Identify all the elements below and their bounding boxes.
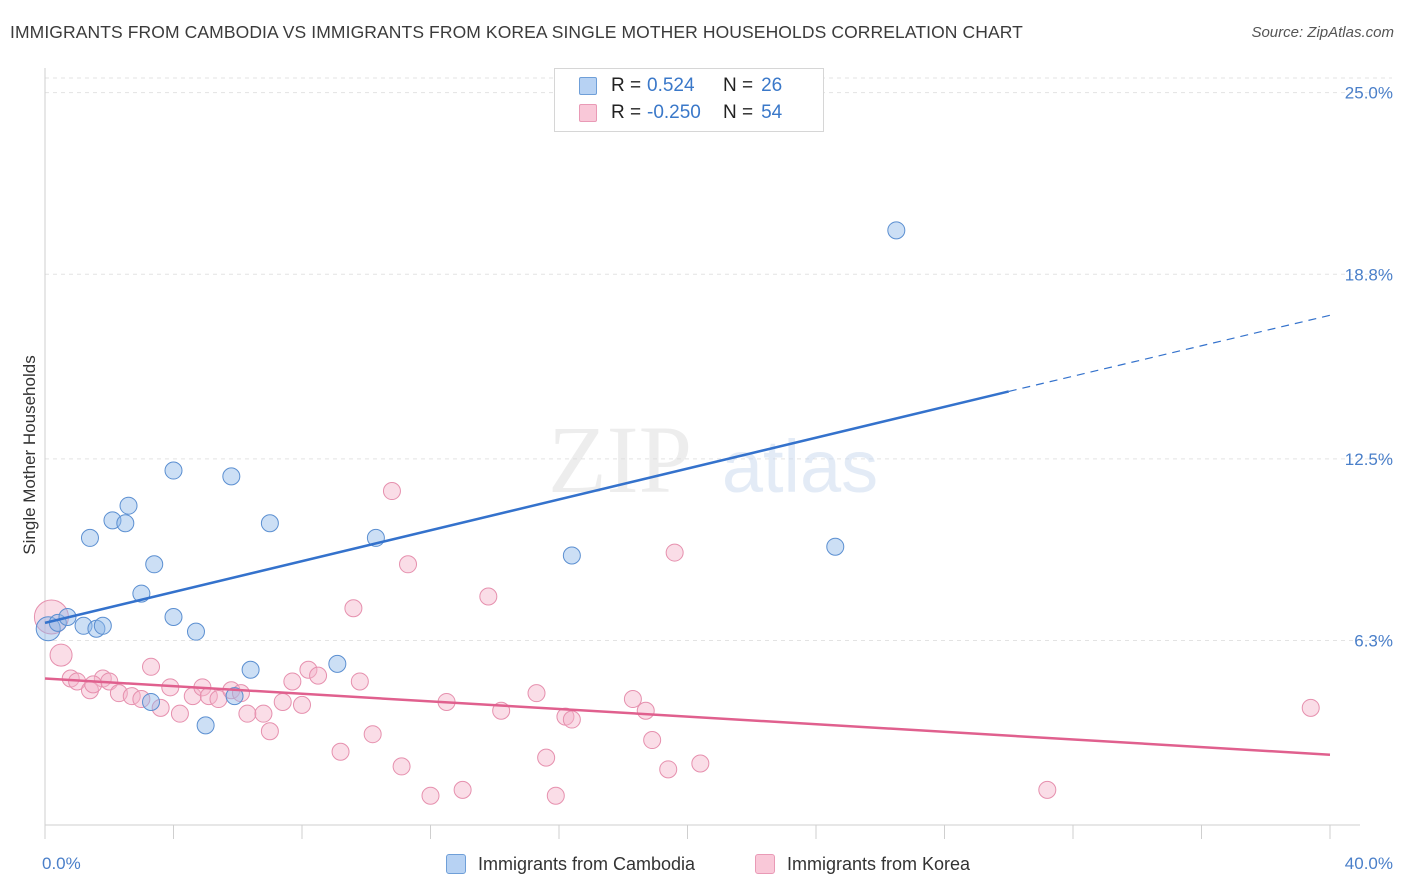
- r-label: R =: [611, 102, 642, 123]
- cambodia-point: [80, 528, 99, 547]
- cambodia-point: [145, 555, 164, 574]
- r-value-korea: -0.250: [647, 102, 701, 123]
- korea-point: [293, 695, 311, 714]
- korea-point: [84, 675, 103, 694]
- y-tick-label: 25.0%: [1345, 84, 1393, 103]
- korea-point: [527, 684, 546, 703]
- korea-point: [151, 698, 170, 717]
- y-tick-label: 6.3%: [1354, 631, 1393, 650]
- cambodia-swatch: [579, 77, 597, 95]
- korea-point: [350, 672, 369, 691]
- grid-layer: [45, 77, 1392, 641]
- korea-point: [142, 657, 161, 676]
- legend-item-korea[interactable]: Immigrants from Korea: [755, 852, 970, 876]
- korea-point: [623, 690, 642, 709]
- korea-point: [421, 786, 440, 805]
- korea-point: [659, 760, 678, 779]
- tick-label-layer: 6.3% 12.5% 18.8% 25.0% 0.0% 40.0% Single Mothe…: [20, 84, 1393, 873]
- korea-point: [453, 780, 472, 799]
- korea-point: [643, 731, 662, 750]
- cambodia-point: [35, 616, 61, 642]
- korea-point: [309, 666, 328, 685]
- korea-swatch: [579, 104, 597, 122]
- korea-point: [636, 701, 655, 720]
- korea-point: [537, 748, 556, 767]
- legend-row-cambodia: R = 0.524 N = 26: [579, 73, 782, 99]
- cambodia-legend-label: Immigrants from Cambodia: [478, 853, 696, 874]
- korea-point: [331, 742, 350, 761]
- trend-layer: [44, 314, 1331, 756]
- korea-point: [49, 643, 73, 667]
- r-value-cambodia: 0.524: [647, 75, 695, 96]
- korea-point: [546, 786, 565, 805]
- x-tick-label: 40.0%: [1345, 854, 1393, 873]
- watermark-atlas: atlas: [722, 425, 878, 508]
- cambodia-point: [119, 496, 138, 515]
- korea-trend-line: [44, 677, 1331, 756]
- korea-legend-swatch: [755, 854, 775, 874]
- legend-item-cambodia[interactable]: Immigrants from Cambodia: [446, 852, 695, 876]
- korea-point: [399, 555, 418, 574]
- n-label: N =: [723, 75, 754, 96]
- cambodia-point: [164, 461, 183, 480]
- korea-point: [283, 672, 302, 691]
- cambodia-point: [142, 692, 161, 711]
- n-value-korea: 54: [761, 102, 783, 123]
- cambodia-legend-swatch: [446, 854, 466, 874]
- correlation-legend: R = 0.524 N = 26 R = -0.250 N = 54: [554, 68, 824, 132]
- korea-point: [170, 704, 189, 723]
- korea-legend-label: Immigrants from Korea: [787, 853, 971, 874]
- cambodia-point: [328, 654, 347, 673]
- r-label: R =: [611, 75, 642, 96]
- source-credit: Source: ZipAtlas.com: [1251, 24, 1394, 41]
- korea-point: [665, 543, 684, 562]
- korea-point: [1038, 780, 1057, 799]
- cambodia-point: [826, 537, 845, 556]
- korea-point: [238, 704, 257, 723]
- cambodia-trend-extension: [1008, 314, 1331, 393]
- legend-row-korea: R = -0.250 N = 54: [579, 100, 782, 126]
- y-tick-label: 12.5%: [1345, 450, 1393, 469]
- cambodia-point: [241, 660, 260, 679]
- cambodia-point: [164, 608, 183, 627]
- cambodia-point: [260, 514, 279, 533]
- n-label: N =: [723, 102, 754, 123]
- n-value-cambodia: 26: [761, 75, 783, 96]
- chart-title: IMMIGRANTS FROM CAMBODIA VS IMMIGRANTS F…: [10, 22, 1023, 42]
- cambodia-point: [93, 616, 112, 635]
- korea-point: [691, 754, 710, 773]
- cambodia-point: [222, 467, 241, 486]
- korea-point: [562, 710, 581, 729]
- x-tick-label: 0.0%: [42, 854, 81, 873]
- cambodia-point: [562, 546, 581, 565]
- korea-point: [479, 587, 498, 606]
- korea-point: [299, 660, 318, 679]
- cambodia-point: [225, 687, 244, 706]
- cambodia-point: [116, 514, 135, 533]
- korea-point: [273, 692, 292, 711]
- cambodia-trend-line: [44, 390, 1010, 625]
- korea-point: [363, 725, 382, 744]
- y-axis-label: Single Mother Households: [20, 355, 39, 554]
- points-layer: [33, 221, 1320, 805]
- korea-point: [344, 599, 363, 618]
- axes-layer: [44, 68, 1360, 839]
- korea-point: [1301, 698, 1320, 717]
- korea-point: [392, 757, 411, 776]
- korea-point: [382, 482, 401, 501]
- watermark: ZIP atlas: [548, 406, 878, 513]
- korea-point: [254, 704, 273, 723]
- y-tick-label: 18.8%: [1345, 265, 1393, 284]
- cambodia-point: [186, 622, 205, 641]
- korea-point: [260, 722, 279, 741]
- cambodia-point: [887, 221, 906, 240]
- cambodia-point: [196, 716, 215, 735]
